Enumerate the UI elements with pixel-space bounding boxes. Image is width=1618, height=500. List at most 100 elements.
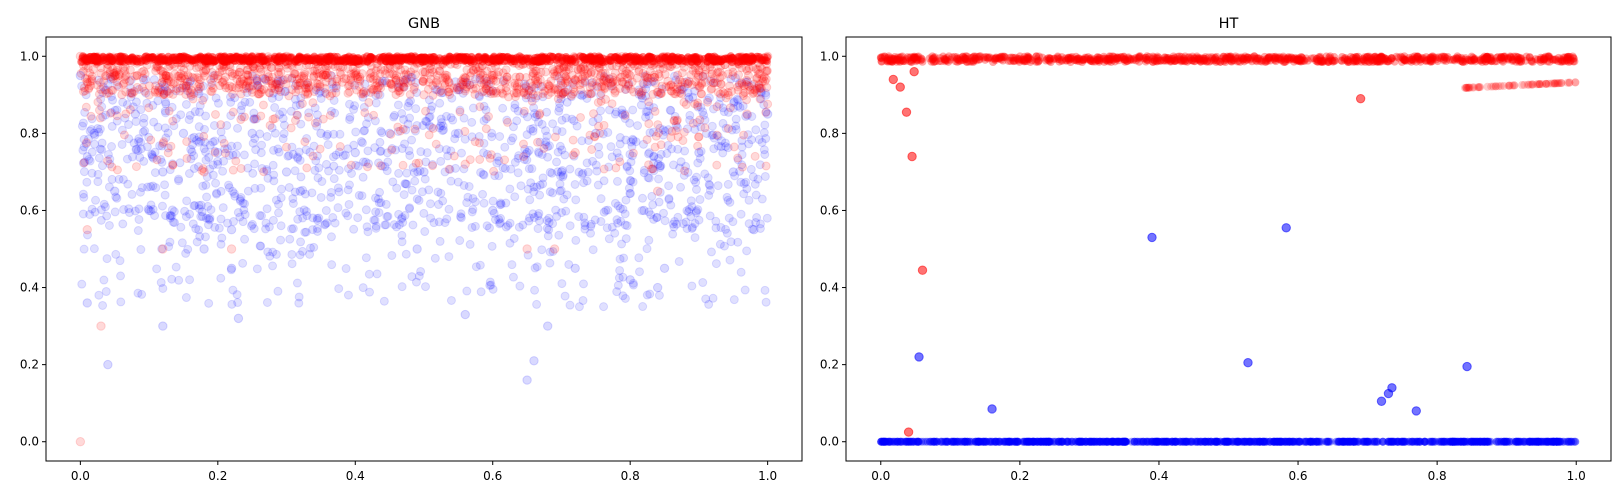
data-point-blue [612, 148, 622, 158]
data-point-blue [571, 195, 581, 205]
data-point-blue [268, 261, 278, 271]
data-point-blue [238, 258, 248, 268]
data-point-red [512, 88, 522, 98]
data-point-blue [683, 167, 693, 177]
data-point [639, 205, 649, 216]
data-point-blue [349, 104, 359, 114]
data-point-blue [186, 76, 196, 86]
data-point-blue [372, 269, 382, 279]
data-point-blue [158, 283, 168, 293]
data-point-blue [522, 155, 532, 165]
data-point-blue [476, 167, 486, 177]
data-point-blue [272, 78, 282, 88]
data-point-blue [143, 204, 153, 214]
data-point-blue [518, 220, 528, 230]
data-point-blue [736, 177, 746, 187]
data-point-blue [691, 172, 701, 182]
data-point-blue [626, 137, 636, 147]
data-point-blue [721, 142, 731, 152]
data-point-blue [760, 171, 770, 181]
data-point-blue [194, 132, 204, 142]
data-point-red [494, 55, 503, 64]
data-point-blue [1554, 437, 1563, 446]
data-point-red [168, 53, 177, 62]
data-point-blue [759, 100, 769, 110]
data-point-blue [544, 213, 554, 223]
data-point-blue [717, 136, 727, 146]
data-point-blue [1539, 437, 1548, 446]
data-point-blue [723, 143, 733, 153]
data-point-blue [349, 224, 359, 234]
data-point-blue [545, 247, 555, 257]
data-point-blue [732, 94, 742, 104]
data-point-blue [295, 250, 305, 260]
data-point-blue [755, 223, 765, 233]
data-point-red [700, 123, 710, 133]
data-point-blue [247, 219, 257, 229]
data-point-red [182, 153, 192, 163]
data-point-blue [402, 179, 412, 189]
data-point-blue [269, 145, 279, 155]
data-point-red [738, 162, 748, 172]
data-point-blue [229, 189, 239, 199]
data-point-blue [300, 227, 310, 237]
data-point-blue [621, 84, 631, 94]
data-point-blue [394, 168, 404, 178]
data-point-blue [679, 170, 689, 180]
data-point-blue [129, 138, 139, 148]
data-point-blue [639, 79, 649, 89]
data-point-blue [583, 167, 593, 177]
data-point-red [421, 106, 431, 116]
data-point-blue [225, 92, 235, 102]
data-point-blue [529, 103, 539, 113]
data-point-blue [329, 129, 339, 139]
data-point-blue [95, 124, 105, 134]
data-point-red [281, 79, 291, 89]
data-point-red [656, 140, 666, 150]
data-point-blue [294, 147, 304, 157]
data-point-blue [671, 120, 681, 130]
data-point-blue [407, 135, 417, 145]
data-point-blue [648, 127, 658, 137]
data-point-red [164, 71, 174, 81]
data-point-blue [620, 293, 630, 303]
data-point-blue [432, 85, 442, 95]
data-point-red [424, 77, 434, 87]
data-point-blue [157, 141, 167, 151]
data-point-red [652, 87, 662, 97]
data-point-blue [538, 179, 548, 189]
data-point-blue [375, 187, 385, 197]
data-point-blue [695, 195, 705, 205]
data-point-blue [1006, 437, 1015, 446]
x-tick-label: 0.2 [208, 469, 227, 483]
data-point-red [615, 157, 625, 167]
data-point-blue [607, 152, 617, 162]
data-point-blue [387, 144, 397, 154]
data-point-blue [439, 125, 449, 135]
data-point-blue [333, 183, 343, 193]
data-point-blue [565, 164, 575, 174]
data-point-blue [278, 107, 288, 117]
data-point-blue [1353, 437, 1362, 446]
data-point-red [82, 138, 92, 148]
data-point-blue [428, 160, 438, 170]
data-point-blue [426, 213, 436, 223]
data-point-blue [501, 198, 511, 208]
data-point-blue [273, 75, 283, 85]
data-point-blue [124, 134, 134, 144]
data-point [75, 70, 86, 81]
data-point-blue [412, 88, 422, 98]
data-point-blue [654, 290, 664, 300]
data-point-blue [185, 77, 195, 87]
data-point-blue [615, 254, 625, 264]
data-point-blue [622, 221, 632, 231]
data-point-blue [746, 164, 756, 174]
data-point-red [360, 108, 370, 118]
data-point-blue [482, 88, 492, 98]
data-point-red [578, 53, 587, 62]
data-point-blue [226, 97, 236, 107]
data-point-blue [634, 85, 644, 95]
data-point-blue [711, 259, 721, 269]
data-point-blue [720, 138, 730, 148]
data-point-red [455, 107, 465, 117]
